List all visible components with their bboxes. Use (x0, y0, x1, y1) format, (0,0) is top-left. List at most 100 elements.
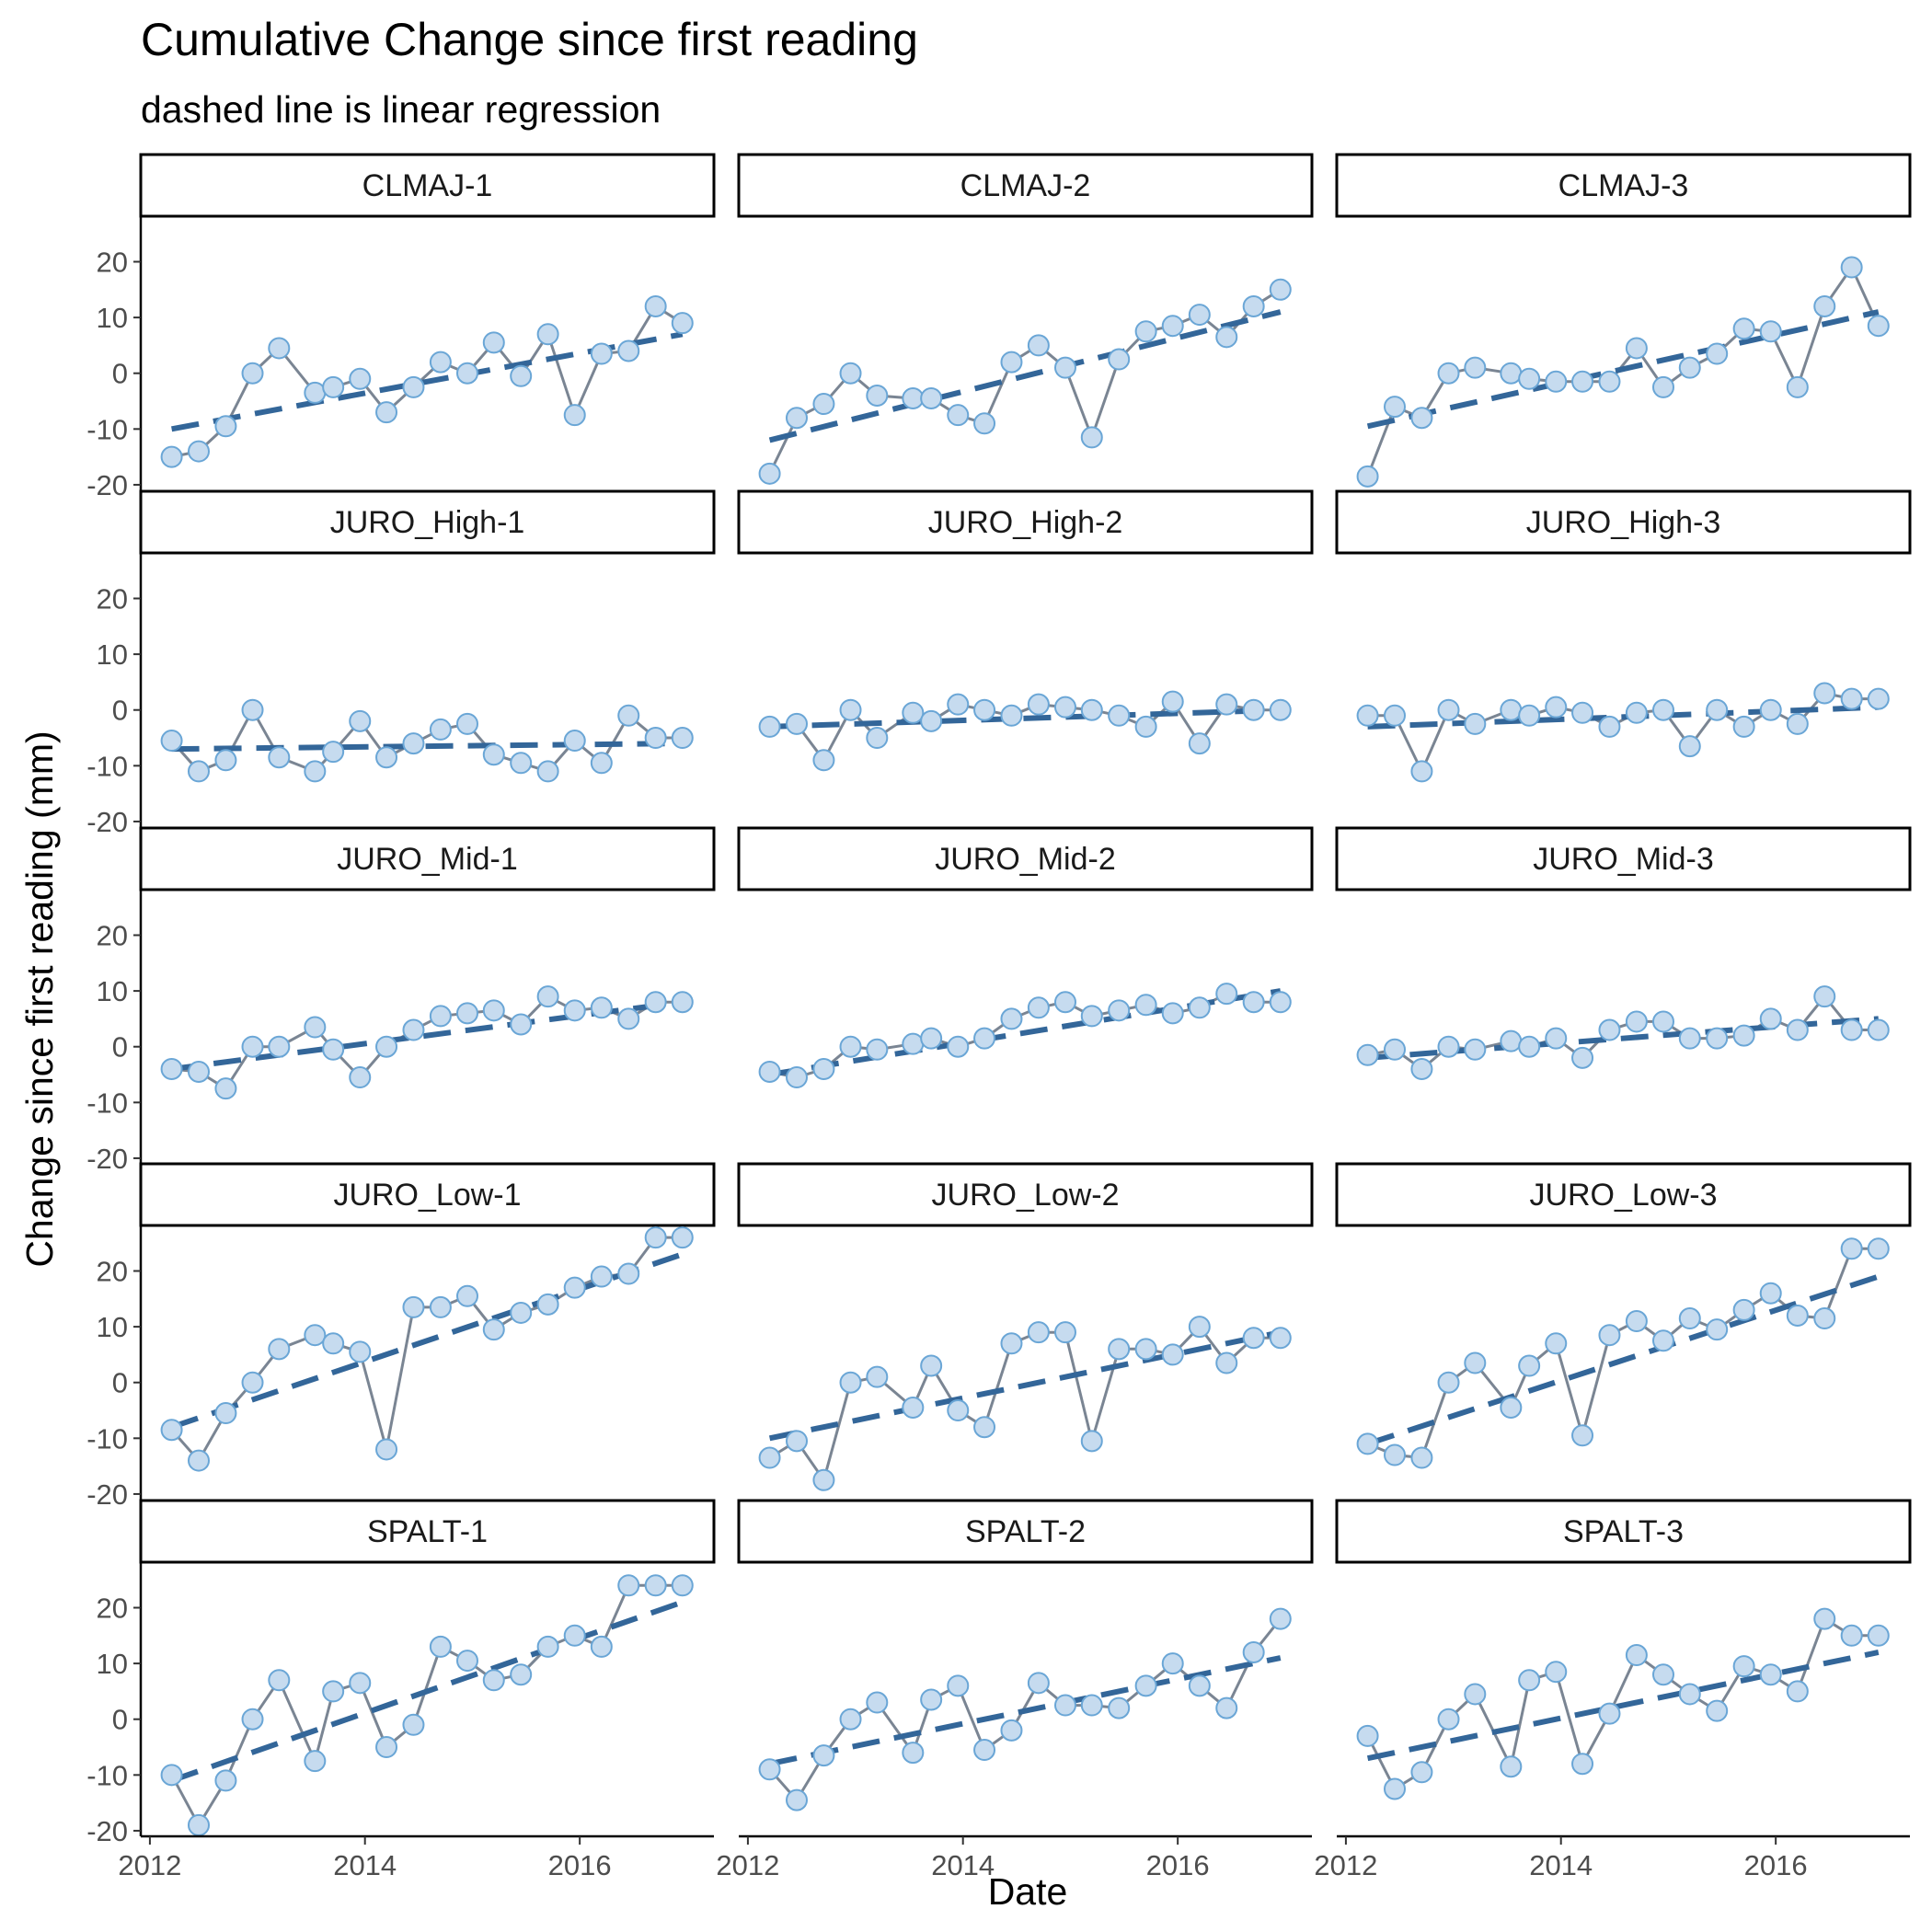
data-point (617, 704, 640, 727)
data-point (1437, 362, 1460, 385)
data-point (1678, 735, 1701, 758)
panel-juro-high-3: JURO_High-3 (1335, 489, 1912, 783)
data-point (1134, 320, 1157, 343)
data-point (1437, 1371, 1460, 1394)
data-point (1545, 696, 1568, 719)
data-point (973, 1027, 996, 1050)
data-point (1840, 687, 1863, 710)
data-point (214, 1769, 237, 1792)
data-point (1356, 1724, 1379, 1747)
panel-juro-high-2: JURO_High-2 (737, 489, 1314, 772)
data-point (1384, 1443, 1407, 1466)
data-point (644, 1574, 667, 1597)
data-point (1813, 985, 1836, 1008)
y-tick-label: 10 (97, 1648, 128, 1680)
data-point (322, 741, 345, 764)
data-point (786, 1430, 809, 1453)
data-point (1867, 315, 1890, 338)
y-tick-label: -10 (86, 1422, 128, 1455)
data-point (1027, 1672, 1050, 1695)
data-point (590, 996, 613, 1019)
panel-juro-low-1: JURO_Low-1 -20 -10 0 10 20 (86, 1162, 716, 1511)
data-point (1437, 698, 1460, 721)
strip-label: SPALT-2 (965, 1514, 1086, 1549)
strip-box (1335, 1162, 1912, 1227)
data-point (1867, 1237, 1890, 1260)
data-point (1242, 1327, 1265, 1350)
data-point (349, 367, 372, 390)
data-point (839, 1708, 862, 1731)
data-point (1108, 1338, 1131, 1361)
data-point (1161, 1652, 1184, 1675)
data-point (1080, 1005, 1103, 1028)
data-point (1269, 1607, 1292, 1630)
data-point (563, 999, 586, 1022)
data-point (812, 1744, 835, 1767)
data-point (1732, 1655, 1755, 1678)
data-point (1188, 732, 1211, 755)
data-point (1500, 1029, 1523, 1052)
panel-juro-high-1: JURO_High-1 -20 -10 0 10 20 (86, 489, 716, 838)
y-tick-label: -20 (86, 806, 128, 838)
data-point (1732, 1024, 1755, 1047)
data-point (1813, 682, 1836, 705)
data-point (1706, 1318, 1729, 1341)
data-point (268, 746, 291, 769)
regression-line (768, 309, 1282, 443)
data-point (866, 1365, 889, 1388)
panel-juro-mid-2: JURO_Mid-2 (737, 826, 1314, 1089)
y-tick-label: 0 (112, 695, 128, 727)
data-point (268, 1035, 291, 1058)
data-point (1356, 1043, 1379, 1066)
data-point (1545, 1661, 1568, 1684)
data-point (1732, 715, 1755, 738)
data-point (322, 375, 345, 398)
x-tick-label: 2014 (931, 1849, 995, 1881)
x-tick-label: 2016 (548, 1849, 612, 1881)
data-point (563, 404, 586, 427)
data-point (349, 1066, 372, 1089)
facet-panels: CLMAJ-1 -20 -10 0 10 20 CLMAJ-2 CLMAJ-3 JURO_Hig… (86, 153, 1912, 1847)
data-point (1545, 370, 1568, 393)
data-point (947, 693, 970, 716)
data-point (304, 760, 327, 783)
data-point (1215, 1351, 1238, 1374)
data-point (1215, 326, 1238, 349)
data-point (1598, 370, 1621, 393)
data-point (1651, 1010, 1674, 1033)
data-point (1625, 337, 1648, 360)
x-tick-label: 2016 (1146, 1849, 1210, 1881)
y-tick-label: 10 (97, 975, 128, 1007)
x-tick-label: 2014 (333, 1849, 397, 1881)
y-tick-label: -10 (86, 1087, 128, 1119)
data-point (973, 698, 996, 721)
x-tick-label: 2014 (1529, 1849, 1593, 1881)
data-point (1000, 351, 1023, 374)
data-point (1786, 1680, 1809, 1703)
strip-label: SPALT-1 (367, 1514, 488, 1549)
data-point (758, 715, 781, 738)
data-point (536, 1635, 559, 1658)
panel-juro-mid-1: JURO_Mid-1 -20 -10 0 10 20 (86, 826, 716, 1175)
x-tick-label: 2012 (1314, 1849, 1377, 1881)
data-point (1188, 1674, 1211, 1697)
data-point (973, 1739, 996, 1762)
data-point (322, 1038, 345, 1061)
data-point (617, 339, 640, 362)
data-point (1053, 696, 1076, 719)
data-point (617, 1262, 640, 1285)
data-point (1500, 362, 1523, 385)
data-point (455, 1650, 478, 1673)
strip-label: JURO_High-3 (1526, 505, 1721, 540)
strip-box (139, 153, 716, 218)
data-point (536, 760, 559, 783)
y-tick-label: -20 (86, 469, 128, 501)
strip-box (139, 826, 716, 891)
data-point (1161, 315, 1184, 338)
x-axes: 2012 2014 2016 2012 2014 2016 2012 2014 2016 (118, 1834, 1910, 1881)
data-point (160, 730, 183, 753)
regression-line (1366, 1650, 1880, 1762)
data-point (839, 362, 862, 385)
data-point (402, 1713, 425, 1736)
series-line (1367, 1247, 1879, 1460)
